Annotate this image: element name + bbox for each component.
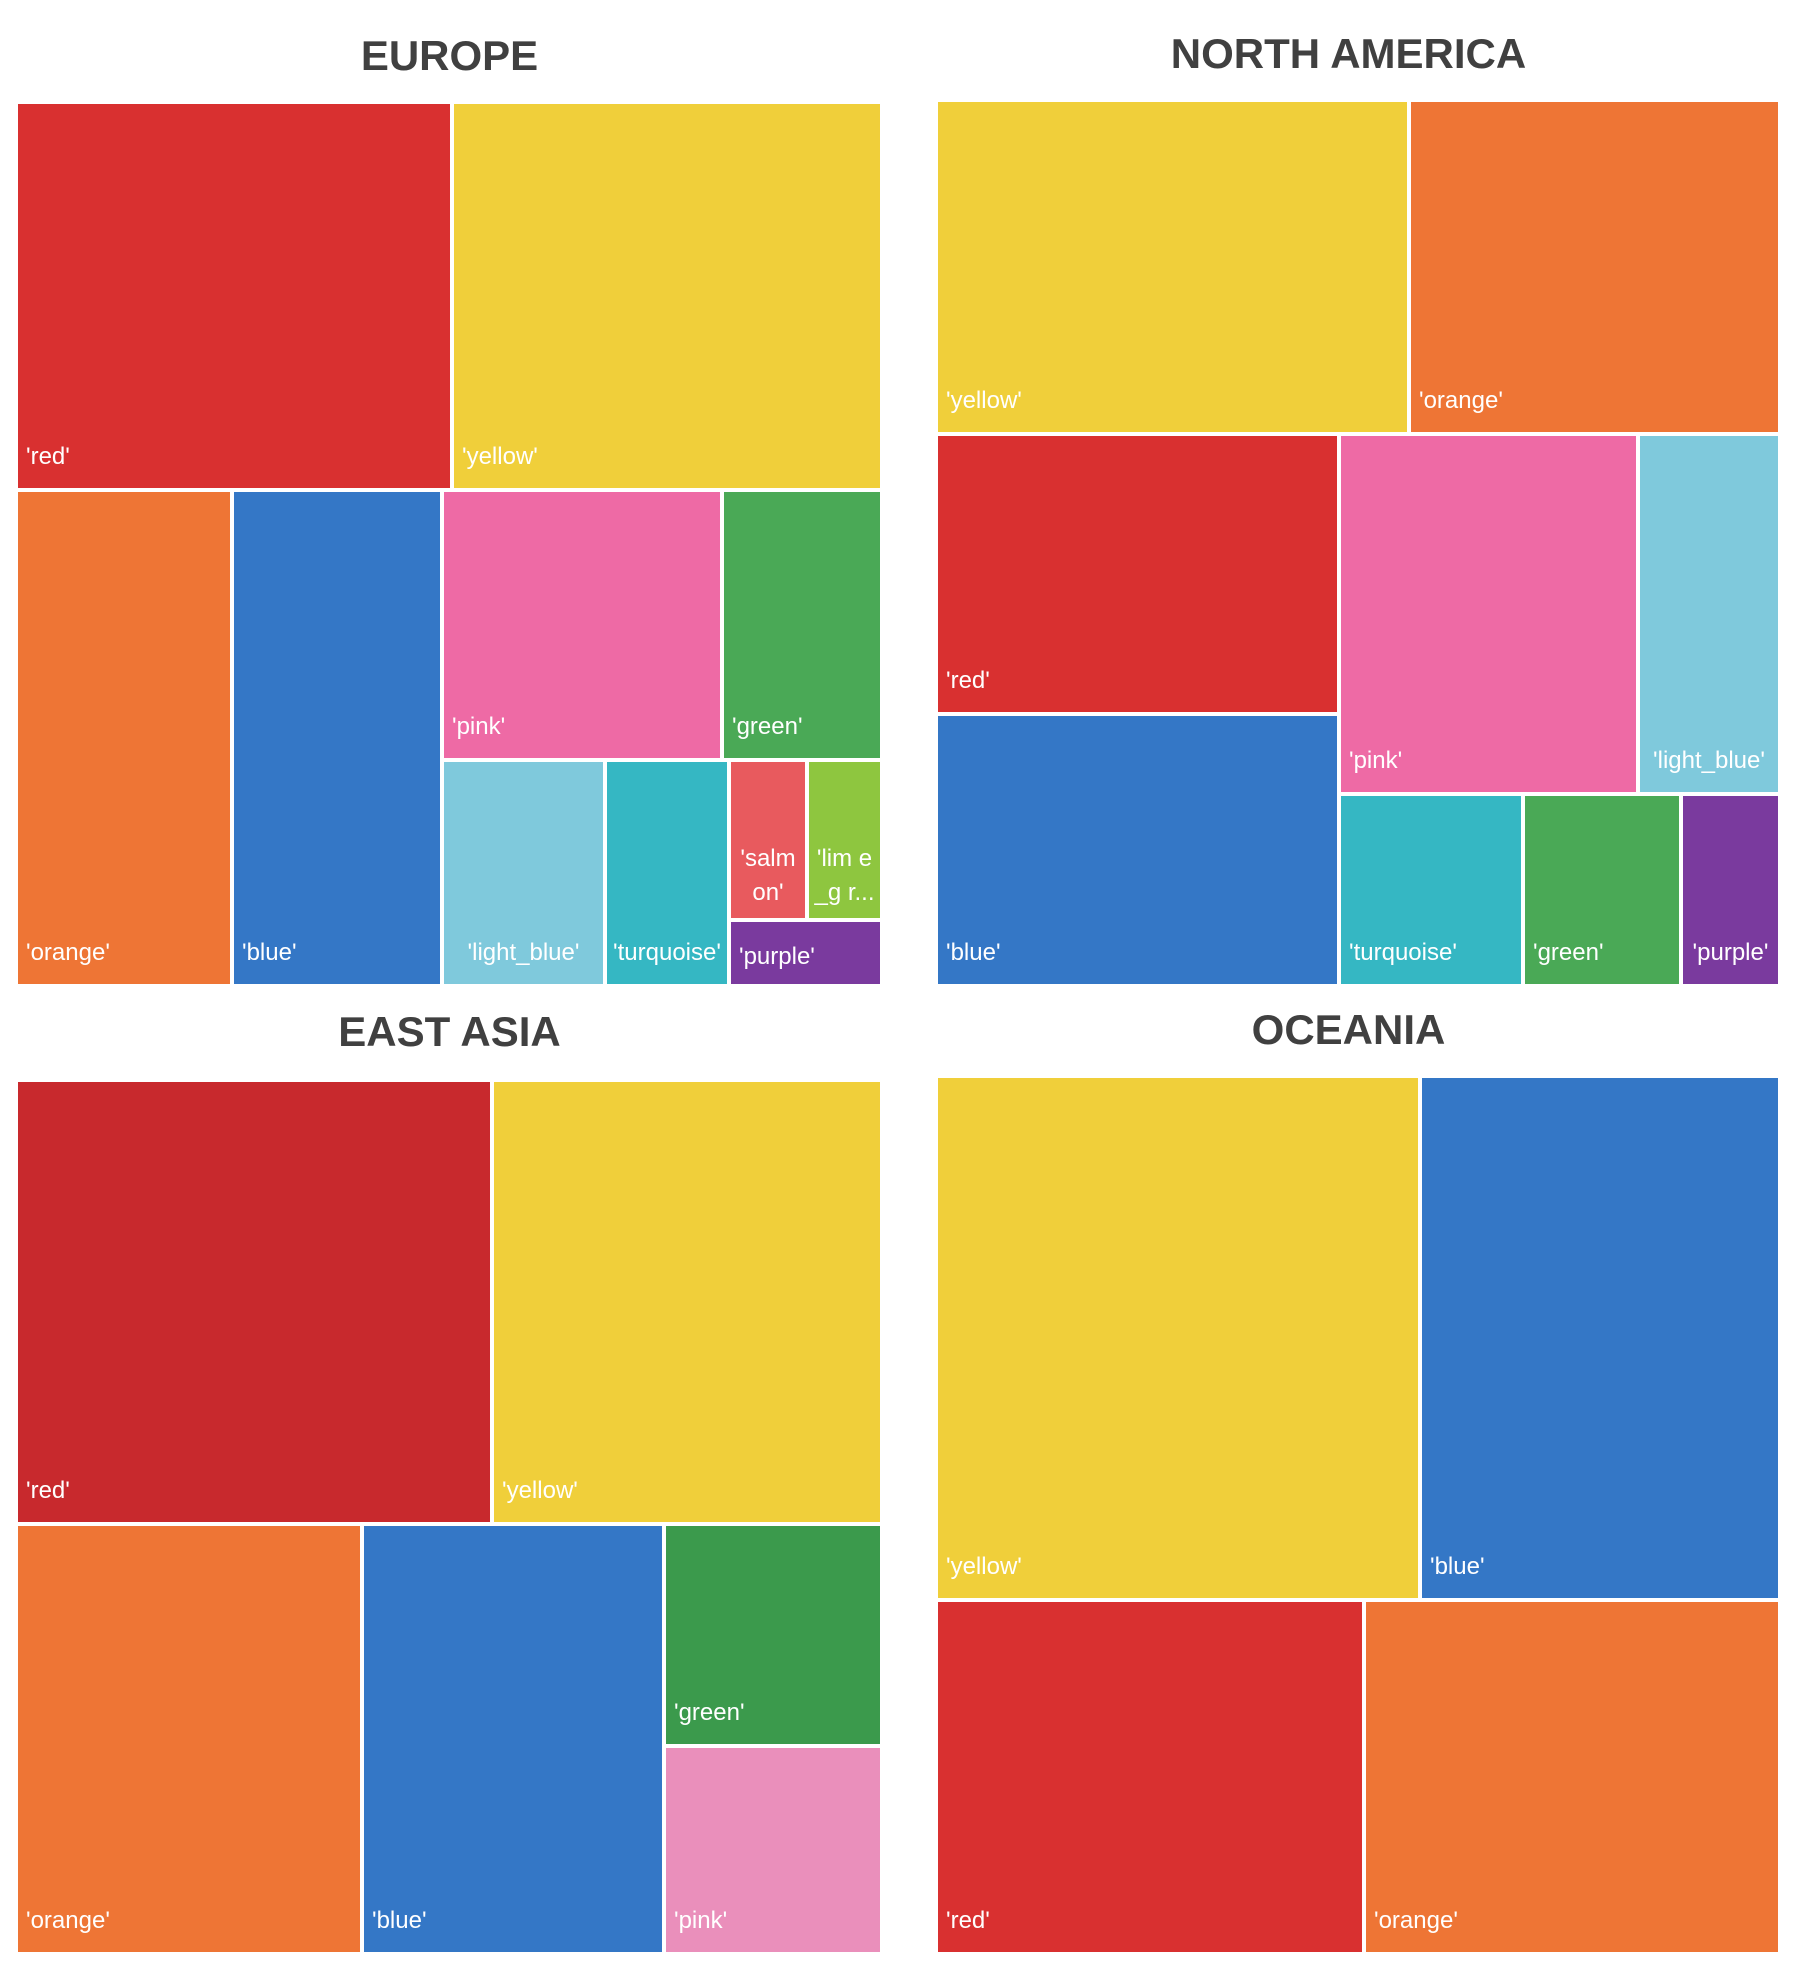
tile-green: 'green' xyxy=(664,1524,882,1746)
tile-yellow: 'yellow' xyxy=(936,1076,1420,1600)
tile-label: 'blue' xyxy=(242,939,297,966)
treemap-panel-oceania: OCEANIA 'yellow' 'blue' 'red' 'orange' xyxy=(899,990,1798,1967)
tile-label: 'orange' xyxy=(1419,387,1503,414)
tile-label: 'blue' xyxy=(1430,1553,1485,1580)
treemap-north-america: 'yellow' 'orange' 'red' 'pink' 'light_bl… xyxy=(936,100,1780,986)
tile-label: 'red' xyxy=(946,667,990,694)
tile-label: 'green' xyxy=(1533,939,1604,966)
tile-label: 'purple' xyxy=(739,943,815,970)
tile-label: 'blue' xyxy=(372,1907,427,1934)
tile-label: 'pink' xyxy=(1349,747,1403,774)
tile-label: 'turquoise' xyxy=(613,939,721,966)
treemap-oceania: 'yellow' 'blue' 'red' 'orange' xyxy=(936,1076,1780,1954)
tile-purple: 'purple' xyxy=(1681,794,1780,986)
tile-green: 'green' xyxy=(722,490,882,760)
tile-label: 'turquoise' xyxy=(1349,939,1457,966)
tile-label: 'pink' xyxy=(674,1907,728,1934)
tile-label: 'green' xyxy=(674,1699,745,1726)
tile-label: 'yellow' xyxy=(946,387,1022,414)
tile-pink: 'pink' xyxy=(1339,434,1638,794)
tile-purple: 'purple' xyxy=(729,920,882,986)
tile-yellow: 'yellow' xyxy=(452,102,882,490)
tile-red: 'red' xyxy=(16,102,452,490)
tile-pink: 'pink' xyxy=(664,1746,882,1954)
panel-title: NORTH AMERICA xyxy=(1170,30,1527,77)
tile-salmon: 'salmon' xyxy=(729,760,807,920)
tile-label: 'red' xyxy=(946,1907,990,1934)
treemap-panel-north-america: NORTH AMERICA 'yellow' 'orange' 'red' 'p… xyxy=(899,0,1798,990)
tile-label: 'red' xyxy=(26,443,70,470)
tile-label: 'yellow' xyxy=(946,1553,1022,1580)
tile-label: 'yellow' xyxy=(502,1477,578,1504)
treemap-europe: 'red' 'yellow' 'orange' 'blue' 'pink' 'g… xyxy=(16,102,882,986)
treemap-panel-east-asia: EAST ASIA 'red' 'yellow' 'orange' 'blue'… xyxy=(0,990,899,1967)
panel-title: EAST ASIA xyxy=(338,1008,561,1055)
tile-label: 'light_blue' xyxy=(467,939,580,966)
tile-light-blue: 'light_blue' xyxy=(1638,434,1780,794)
tile-label: 'orange' xyxy=(26,1907,110,1934)
tile-label: 'green' xyxy=(732,713,803,740)
tile-lime: 'lim e_g r... xyxy=(807,760,882,920)
panel-title: OCEANIA xyxy=(1251,1006,1446,1053)
tile-orange: 'orange' xyxy=(1364,1600,1780,1954)
tile-pink: 'pink' xyxy=(442,490,722,760)
tile-label: 'orange' xyxy=(26,939,110,966)
tile-label: 'orange' xyxy=(1374,1907,1458,1934)
tile-turquoise: 'turquoise' xyxy=(605,760,729,986)
treemap-east-asia: 'red' 'yellow' 'orange' 'blue' 'green' '… xyxy=(16,1080,882,1954)
tile-light-blue: 'light_blue' xyxy=(442,760,605,986)
tile-label: 'lim e_g r... xyxy=(814,845,875,906)
tile-blue: 'blue' xyxy=(1420,1076,1780,1600)
tile-label: 'yellow' xyxy=(462,443,538,470)
tile-orange: 'orange' xyxy=(1409,100,1780,434)
tile-label: 'purple' xyxy=(1692,939,1769,966)
tile-orange: 'orange' xyxy=(16,490,232,986)
tile-label: 'salmon' xyxy=(740,845,796,906)
tile-yellow: 'yellow' xyxy=(936,100,1409,434)
tile-turquoise: 'turquoise' xyxy=(1339,794,1523,986)
tile-red: 'red' xyxy=(16,1080,492,1524)
tile-label: 'red' xyxy=(26,1477,70,1504)
tile-blue: 'blue' xyxy=(362,1524,664,1954)
panel-title: EUROPE xyxy=(360,32,539,79)
tile-label: 'pink' xyxy=(452,713,506,740)
tile-yellow: 'yellow' xyxy=(492,1080,882,1524)
tile-orange: 'orange' xyxy=(16,1524,362,1954)
tile-blue: 'blue' xyxy=(936,714,1339,986)
tile-red: 'red' xyxy=(936,434,1339,714)
treemap-panel-europe: EUROPE 'red' 'yellow' 'orange' 'blue' 'p… xyxy=(0,0,899,990)
tile-red: 'red' xyxy=(936,1600,1364,1954)
tile-green: 'green' xyxy=(1523,794,1681,986)
tile-label: 'light_blue' xyxy=(1653,747,1765,774)
tile-blue: 'blue' xyxy=(232,490,442,986)
tile-label: 'blue' xyxy=(946,939,1001,966)
